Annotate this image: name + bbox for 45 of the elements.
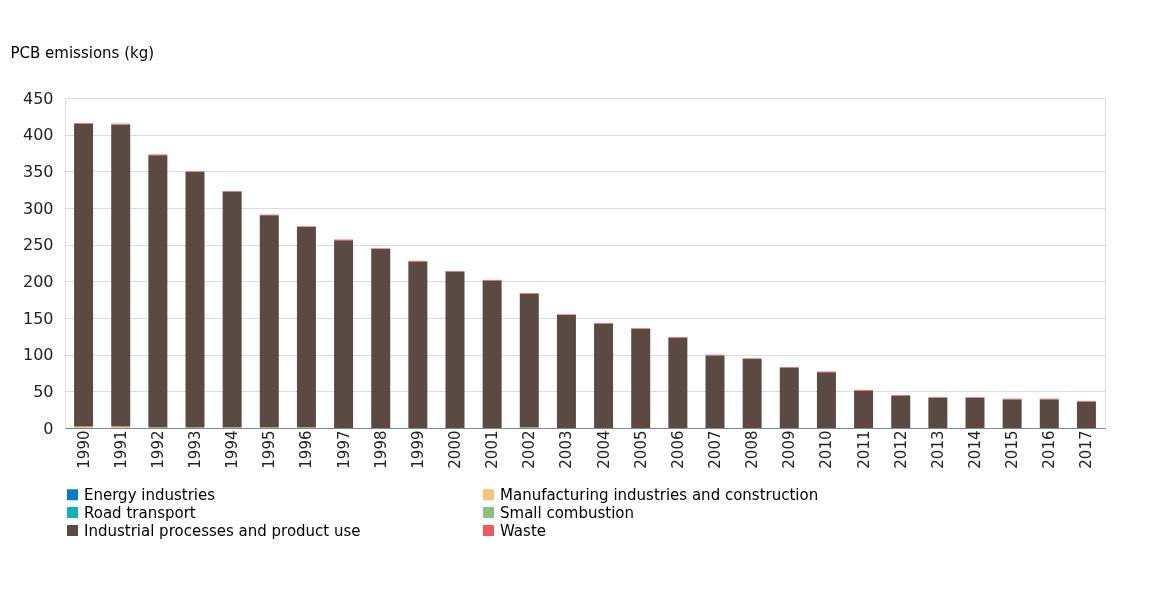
y-tick-label: 400 <box>22 125 54 145</box>
y-tick-label: 250 <box>22 235 54 255</box>
x-tick-label: 2002 <box>520 430 539 469</box>
legend-label: Waste <box>500 521 546 540</box>
x-tick-label: 2004 <box>594 430 613 469</box>
x-tick-label: 2015 <box>1003 430 1022 469</box>
y-tick-label: 450 <box>22 88 54 108</box>
x-tick-label: 2016 <box>1040 430 1059 469</box>
x-tick-label: 1998 <box>371 430 390 469</box>
y-tick-label: 0 <box>43 418 54 438</box>
x-tick-label: 2017 <box>1077 430 1096 469</box>
legend-label: Energy industries <box>84 485 216 504</box>
y-tick-label: 300 <box>22 198 54 218</box>
x-tick-label: 2001 <box>483 430 502 469</box>
x-tick-label: 1999 <box>408 430 427 469</box>
x-tick-label: 1990 <box>74 430 93 469</box>
x-tick-label: 2009 <box>780 430 799 469</box>
y-tick-label: 350 <box>22 161 54 181</box>
x-tick-label: 1992 <box>148 430 167 469</box>
legend-label: Road transport <box>84 503 196 522</box>
x-tick-label: 2005 <box>631 430 650 469</box>
x-tick-label: 1995 <box>260 430 279 469</box>
x-tick-label: 1996 <box>297 430 316 469</box>
legend-label: Manufacturing industries and construction <box>500 485 819 504</box>
y-tick-label: 200 <box>22 271 54 291</box>
y-tick-label: 100 <box>22 345 54 365</box>
x-tick-label: 1993 <box>186 430 204 469</box>
x-tick-label: 2012 <box>891 430 910 469</box>
x-tick-label: 2010 <box>817 430 836 469</box>
x-tick-label: 1991 <box>111 430 130 469</box>
legend-label: Industrial processes and product use <box>84 521 361 540</box>
x-tick-label: 2008 <box>743 430 762 469</box>
y-tick-label: 50 <box>33 381 54 401</box>
x-tick-label: 2013 <box>928 430 947 469</box>
x-tick-label: 2003 <box>557 430 576 469</box>
x-tick-label: 1997 <box>334 430 353 469</box>
legend-label: Small combustion <box>500 503 635 522</box>
x-tick-label: 2011 <box>854 430 873 469</box>
x-tick-label: 2006 <box>668 430 687 469</box>
x-tick-label: 1994 <box>223 430 242 469</box>
x-tick-label: 2007 <box>706 430 724 469</box>
y-tick-label: 150 <box>22 308 54 328</box>
x-tick-label: 2014 <box>966 430 984 469</box>
x-tick-label: 2000 <box>446 430 464 469</box>
y-axis-title: PCB emissions (kg) <box>10 43 155 62</box>
